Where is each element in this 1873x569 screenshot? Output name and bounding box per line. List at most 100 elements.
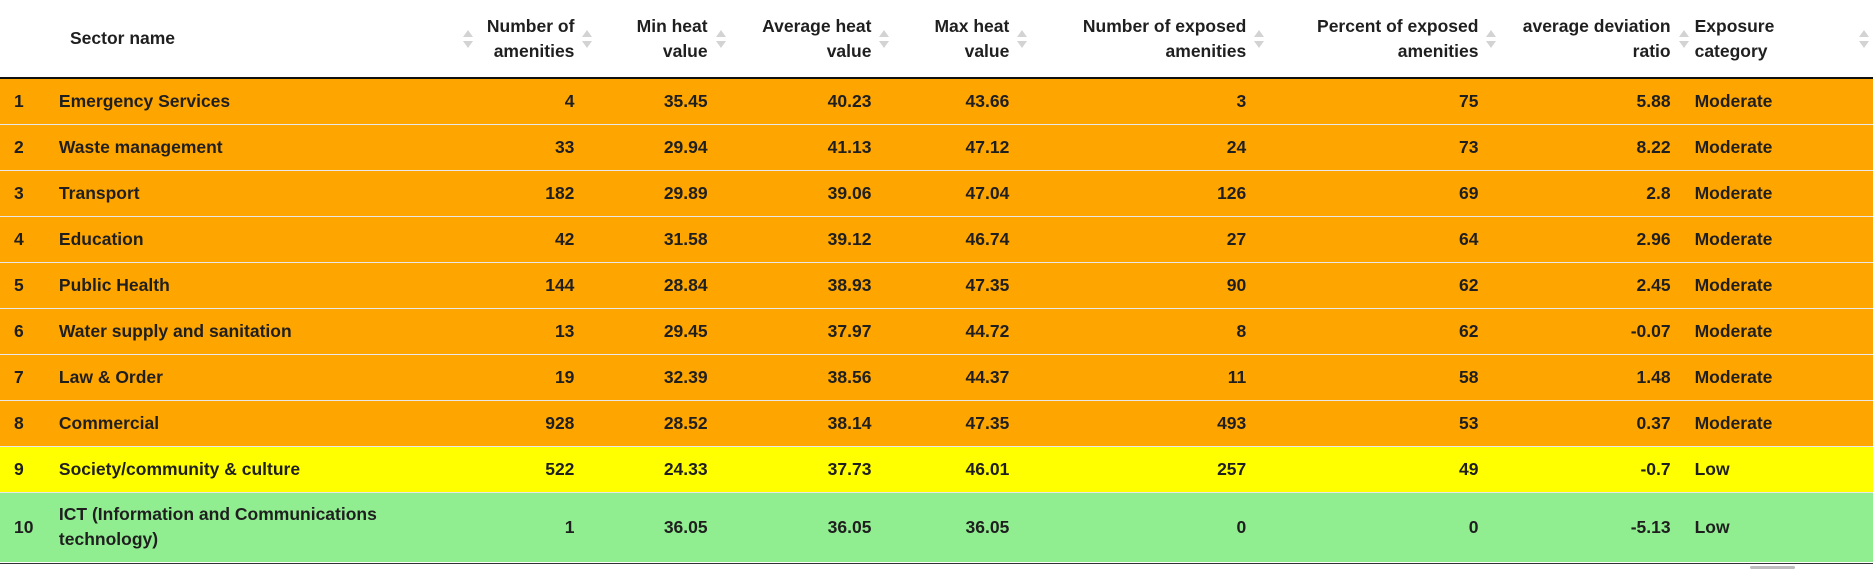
min-heat-value-cell: 32.39	[663, 366, 708, 387]
exposure-category-cell: Moderate	[1694, 320, 1773, 341]
sort-icon[interactable]	[1486, 29, 1497, 49]
table-header-row: Sector name Number of amenities Min heat…	[0, 0, 1873, 79]
max-heat-value-cell: 47.35	[965, 412, 1010, 433]
column-header-number-of-amenities[interactable]: Number of amenities	[477, 0, 597, 79]
min-heat-value-cell: 24.33	[663, 458, 708, 479]
sector-name-cell: Water supply and sanitation	[58, 320, 292, 341]
column-header-max-heat-value[interactable]: Max heat value	[893, 0, 1032, 79]
max-heat-value-cell: 44.72	[965, 320, 1010, 341]
column-header-average-heat-value[interactable]: Average heat value	[729, 0, 894, 79]
row-index: 7	[14, 366, 24, 387]
table-row[interactable]: 8 Commercial 928 28.52 38.14 47.35 493 53 0.37 Mo…	[0, 400, 1873, 446]
row-index: 1	[14, 90, 24, 111]
sort-icon[interactable]	[1017, 29, 1028, 49]
average-deviation-ratio-cell: 0.37	[1636, 412, 1671, 433]
sector-name-cell: Public Health	[58, 274, 170, 295]
column-header-label: Number of amenities	[486, 15, 575, 61]
row-index: 3	[14, 182, 24, 203]
average-heat-value-cell: 41.13	[827, 136, 872, 157]
sort-icon[interactable]	[582, 29, 593, 49]
number-of-exposed-amenities-cell: 0	[1236, 516, 1247, 537]
table-row[interactable]: 3 Transport 182 29.89 39.06 47.04 126 69 2.8 Mode…	[0, 170, 1873, 216]
average-deviation-ratio-cell: -5.13	[1630, 516, 1671, 537]
percent-of-exposed-amenities-cell: 53	[1459, 412, 1479, 433]
sector-name-cell: ICT (Information and Communications tech…	[58, 504, 377, 550]
average-heat-value-cell: 38.56	[827, 366, 872, 387]
row-index: 2	[14, 136, 24, 157]
sort-icon[interactable]	[715, 29, 726, 49]
number-of-amenities-cell: 42	[554, 228, 575, 249]
percent-of-exposed-amenities-cell: 62	[1459, 320, 1479, 341]
row-index: 6	[14, 320, 24, 341]
number-of-amenities-cell: 13	[554, 320, 575, 341]
min-heat-value-cell: 29.94	[663, 136, 708, 157]
max-heat-value-cell: 46.01	[965, 458, 1010, 479]
column-header-label: average deviation ratio	[1522, 15, 1671, 61]
sort-icon[interactable]	[1859, 29, 1869, 49]
average-deviation-ratio-cell: 2.8	[1646, 182, 1671, 203]
min-heat-value-cell: 35.45	[663, 90, 708, 111]
percent-of-exposed-amenities-cell: 69	[1459, 182, 1479, 203]
average-deviation-ratio-cell: 2.45	[1636, 274, 1671, 295]
column-header-exposure-category[interactable]: Exposure category	[1692, 0, 1873, 79]
sector-name-cell: Society/community & culture	[58, 458, 301, 479]
column-header-sector-name[interactable]: Sector name	[0, 0, 478, 79]
min-heat-value-cell: 28.52	[663, 412, 708, 433]
number-of-amenities-cell: 928	[545, 412, 575, 433]
table-row[interactable]: 2 Waste management 33 29.94 41.13 47.12 24 73 8.…	[0, 124, 1873, 170]
column-header-min-heat-value[interactable]: Min heat value	[596, 0, 730, 79]
table-row[interactable]: 6 Water supply and sanitation 13 29.45 37.97…	[0, 308, 1873, 354]
min-heat-value-cell: 31.58	[663, 228, 708, 249]
sector-name-cell: Law & Order	[58, 366, 163, 387]
number-of-exposed-amenities-cell: 257	[1217, 458, 1247, 479]
max-heat-value-cell: 47.04	[965, 182, 1010, 203]
max-heat-value-cell: 46.74	[965, 228, 1010, 249]
average-deviation-ratio-cell: 1.48	[1636, 366, 1671, 387]
sort-icon[interactable]	[879, 29, 890, 49]
exposure-category-cell: Moderate	[1694, 228, 1773, 249]
column-header-label: Exposure category	[1694, 15, 1775, 61]
average-deviation-ratio-cell: 5.88	[1636, 90, 1671, 111]
exposure-category-cell: Low	[1694, 516, 1730, 537]
column-header-average-deviation-ratio[interactable]: average deviation ratio	[1500, 0, 1693, 79]
sort-icon[interactable]	[1254, 29, 1265, 49]
exposure-category-cell: Moderate	[1694, 412, 1773, 433]
column-header-percent-of-exposed-amenities[interactable]: Percent of exposed amenities	[1268, 0, 1501, 79]
average-heat-value-cell: 39.12	[827, 228, 872, 249]
max-heat-value-cell: 47.35	[965, 274, 1010, 295]
percent-of-exposed-amenities-cell: 64	[1459, 228, 1479, 249]
average-deviation-ratio-cell: -0.07	[1630, 320, 1671, 341]
column-header-label: Min heat value	[636, 15, 708, 61]
column-header-label: Average heat value	[762, 15, 872, 61]
sector-name-cell: Commercial	[58, 412, 160, 433]
exposure-category-cell: Low	[1694, 458, 1730, 479]
number-of-amenities-cell: 144	[545, 274, 575, 295]
table-row[interactable]: 1 Emergency Services 4 35.45 40.23 43.66 3 75 5.…	[0, 78, 1873, 124]
column-header-label: Percent of exposed amenities	[1317, 15, 1479, 61]
exposure-category-cell: Moderate	[1694, 90, 1773, 111]
table-body: 1 Emergency Services 4 35.45 40.23 43.66 3 75 5.…	[0, 78, 1873, 562]
average-heat-value-cell: 40.23	[827, 90, 872, 111]
number-of-exposed-amenities-cell: 24	[1226, 136, 1247, 157]
max-heat-value-cell: 47.12	[965, 136, 1010, 157]
table-row[interactable]: 7 Law & Order 19 32.39 38.56 44.37 11 58 1.48 Mod…	[0, 354, 1873, 400]
sort-icon[interactable]	[1678, 29, 1689, 49]
number-of-exposed-amenities-cell: 8	[1236, 320, 1247, 341]
average-heat-value-cell: 36.05	[827, 516, 872, 537]
horizontal-scrollbar[interactable]	[1750, 566, 1795, 569]
table-row[interactable]: 10 ICT (Information and Communications te…	[0, 492, 1873, 562]
column-header-number-of-exposed-amenities[interactable]: Number of exposed amenities	[1031, 0, 1269, 79]
percent-of-exposed-amenities-cell: 73	[1459, 136, 1479, 157]
sort-icon[interactable]	[463, 29, 474, 49]
exposure-category-cell: Moderate	[1694, 366, 1773, 387]
average-heat-value-cell: 39.06	[827, 182, 872, 203]
number-of-exposed-amenities-cell: 126	[1217, 182, 1247, 203]
number-of-exposed-amenities-cell: 493	[1217, 412, 1247, 433]
table-row[interactable]: 4 Education 42 31.58 39.12 46.74 27 64 2.96 Moder…	[0, 216, 1873, 262]
table-row[interactable]: 5 Public Health 144 28.84 38.93 47.35 90 62 2.45…	[0, 262, 1873, 308]
number-of-amenities-cell: 182	[545, 182, 575, 203]
table-row[interactable]: 9 Society/community & culture 522 24.33 37.7…	[0, 446, 1873, 492]
exposure-category-cell: Moderate	[1694, 182, 1773, 203]
